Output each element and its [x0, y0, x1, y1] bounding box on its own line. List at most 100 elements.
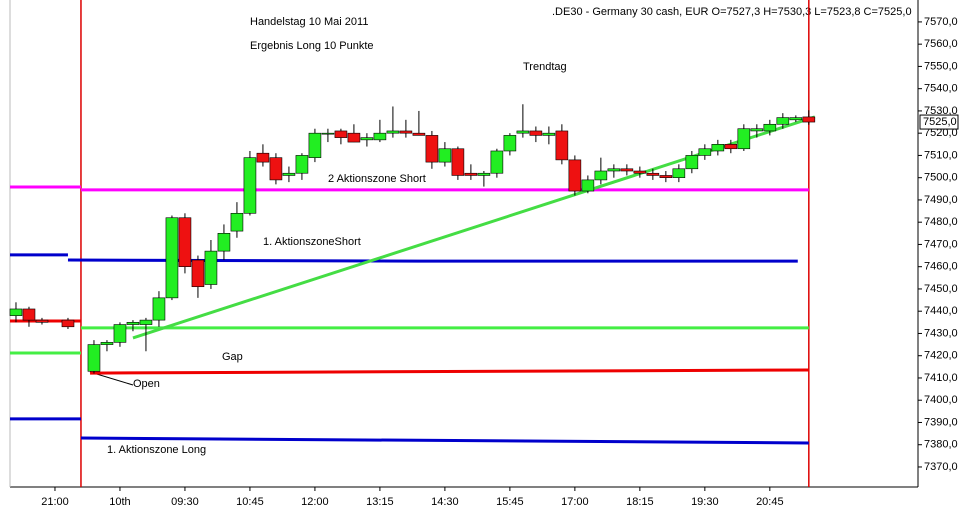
candle-body — [373, 132, 387, 141]
x-tick-label: 13:15 — [366, 496, 394, 508]
chart-title: .DE30 - Germany 30 cash, EUR O=7527,3 H=… — [552, 6, 912, 18]
x-tick-label: 17:00 — [561, 496, 589, 508]
x-tick-label: 19:30 — [691, 496, 719, 508]
candle-body — [516, 130, 530, 134]
x-tick-label: 14:30 — [431, 496, 459, 508]
candle-body — [698, 148, 712, 156]
annotation: 1. AktionszoneShort — [263, 236, 361, 248]
y-tick-label: 7370,0 — [924, 461, 958, 473]
y-tick-label: 7530,0 — [924, 105, 958, 117]
candle-body — [243, 157, 257, 214]
candle-body — [776, 117, 790, 125]
candle-body — [763, 123, 777, 132]
candle-body — [282, 172, 296, 176]
candle-body — [139, 319, 153, 325]
annotation: Ergebnis Long 10 Punkte — [250, 40, 374, 52]
candle-body — [321, 132, 335, 135]
candle-body — [503, 135, 517, 152]
last-price-box — [919, 114, 959, 130]
y-tick-label: 7500,0 — [924, 172, 958, 184]
candle-body — [711, 144, 725, 152]
y-tick-label: 7400,0 — [924, 394, 958, 406]
candle-body — [568, 159, 582, 192]
zone-line — [90, 368, 809, 375]
candle-body — [737, 128, 751, 150]
candle-body — [672, 168, 686, 178]
annotation: Gap — [222, 351, 243, 363]
y-tick-label: 7420,0 — [924, 350, 958, 362]
candle-body — [35, 319, 49, 323]
y-tick-label: 7390,0 — [924, 416, 958, 428]
candle-body — [750, 128, 764, 132]
candle-body — [399, 130, 413, 134]
candle-body — [269, 157, 283, 181]
candle-body — [295, 155, 309, 174]
candle-body — [178, 217, 192, 267]
candle-body — [659, 175, 673, 178]
candle-body — [412, 132, 426, 136]
candle-body — [555, 130, 569, 161]
x-tick-label: 09:30 — [171, 496, 199, 508]
x-tick-label: 10th — [109, 496, 130, 508]
x-tick-label: 12:00 — [301, 496, 329, 508]
y-tick-label: 7470,0 — [924, 238, 958, 250]
candle-body — [165, 217, 179, 299]
x-tick-label: 21:00 — [41, 496, 69, 508]
candle-body — [607, 168, 621, 172]
candle-body — [61, 319, 75, 328]
y-tick-label: 7490,0 — [924, 194, 958, 206]
y-tick-label: 7380,0 — [924, 439, 958, 451]
candle-body — [542, 132, 556, 136]
candle-body — [633, 170, 647, 174]
candle-body — [802, 116, 816, 123]
candle-body — [685, 155, 699, 170]
x-tick-label: 20:45 — [756, 496, 784, 508]
candle-body — [334, 130, 348, 138]
y-tick-label: 7540,0 — [924, 83, 958, 95]
y-tick-label: 7570,0 — [924, 16, 958, 28]
candle-body — [152, 297, 166, 321]
candle-body — [230, 212, 244, 232]
candle-body — [308, 132, 322, 158]
candle-body — [22, 308, 36, 321]
x-tick-label: 15:45 — [496, 496, 524, 508]
candle-body — [256, 152, 270, 163]
y-tick-label: 7430,0 — [924, 327, 958, 339]
candle-body — [425, 135, 439, 163]
y-tick-label: 7550,0 — [924, 60, 958, 72]
candle-body — [646, 172, 660, 176]
annotation: Handelstag 10 Mai 2011 — [250, 16, 368, 28]
y-tick-label: 7440,0 — [924, 305, 958, 317]
candle-body — [490, 150, 504, 174]
candle-body — [581, 179, 595, 192]
candle-body — [438, 148, 452, 163]
candle-body — [386, 130, 400, 134]
candle-body — [724, 144, 738, 150]
y-tick-label: 7560,0 — [924, 38, 958, 50]
annotation: Open — [133, 378, 160, 390]
y-tick-label: 7510,0 — [924, 149, 958, 161]
candle-body — [594, 170, 608, 181]
last-price-label: 7525,0 — [923, 116, 957, 128]
candle-body — [100, 342, 114, 345]
candle-body — [204, 250, 218, 285]
x-tick-label: 18:15 — [626, 496, 654, 508]
y-tick-label: 7450,0 — [924, 283, 958, 295]
candle-body — [347, 132, 361, 143]
x-tick-label: 10:45 — [236, 496, 264, 508]
y-tick-label: 7410,0 — [924, 372, 958, 384]
candle-body — [113, 324, 127, 343]
candle-body — [360, 137, 374, 141]
annotation: Trendtag — [523, 61, 567, 73]
annotation: 1. Aktionszone Long — [107, 444, 206, 456]
candle-body — [620, 168, 634, 172]
candle-body — [451, 148, 465, 176]
candle-body — [126, 322, 140, 325]
candle-body — [217, 233, 231, 252]
y-tick-label: 7460,0 — [924, 261, 958, 273]
candle-body — [9, 308, 23, 316]
candle-body — [191, 259, 205, 288]
y-tick-label: 7480,0 — [924, 216, 958, 228]
